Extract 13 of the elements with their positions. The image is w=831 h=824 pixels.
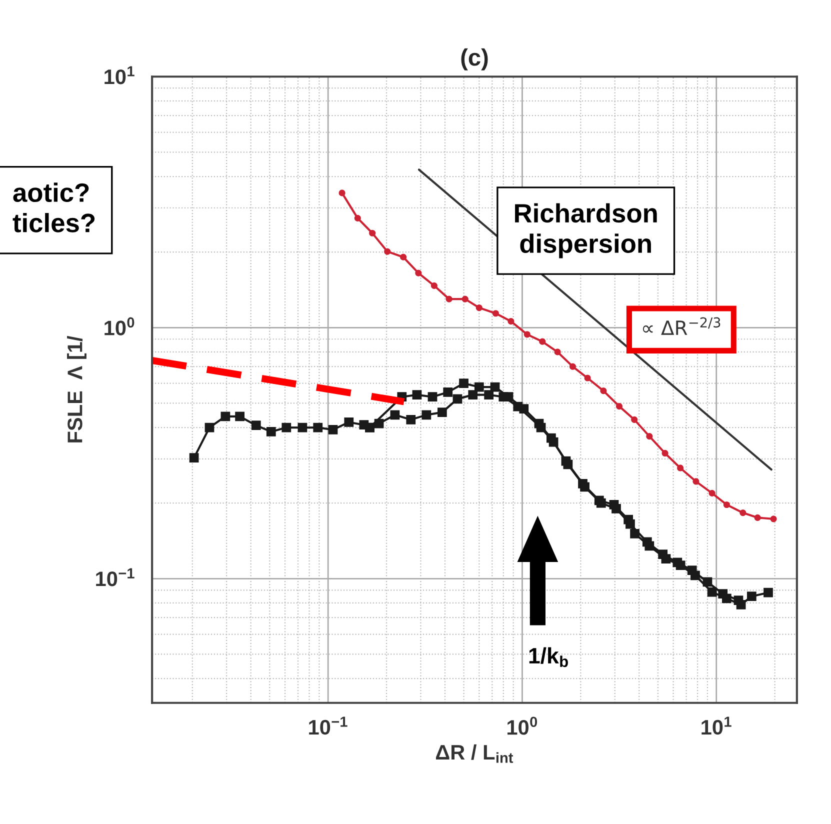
y-tick-label: 10$^{1}$ — [104, 66, 134, 84]
annotation: ∝ ΔR$^{−2/3}$ — [642, 317, 720, 335]
chart-title: (c) — [461, 48, 488, 70]
x-tick-label: 10$^{0}$ — [507, 716, 538, 735]
x-tick-label: 10$^{1}$ — [702, 716, 732, 735]
x-tick-label: 10$^{−1}$ — [309, 716, 348, 735]
y-tick-label: 10$^{−1}$ — [96, 568, 134, 586]
annotation: Richardson dispersion — [515, 203, 657, 258]
y-axis-title: FSLE Λ [1/ — [67, 336, 86, 442]
text: aotic? ticles? — [12, 182, 95, 232]
x-axis-title: ΔR / L$_{int}$ — [436, 744, 514, 763]
y-tick-label: 10$^{0}$ — [104, 317, 134, 336]
annotation: 1/k$_{b}$ — [529, 647, 568, 668]
